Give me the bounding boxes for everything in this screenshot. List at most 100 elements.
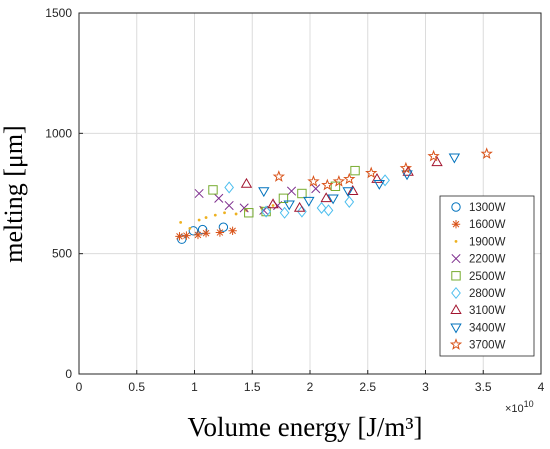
data-point xyxy=(228,226,237,236)
data-point xyxy=(332,174,346,187)
series-1600W xyxy=(175,226,237,241)
data-point xyxy=(344,195,355,208)
series-2200W xyxy=(194,184,321,215)
data-point xyxy=(320,192,332,203)
data-point xyxy=(272,170,285,182)
data-point xyxy=(267,198,279,209)
data-point xyxy=(293,201,306,212)
data-point xyxy=(316,201,327,214)
x-tick-label: 3.5 xyxy=(475,380,492,394)
data-point xyxy=(297,205,307,218)
data-point xyxy=(179,220,183,224)
legend-marker xyxy=(451,271,461,281)
legend-label: 3700W xyxy=(469,340,506,352)
data-point xyxy=(261,205,271,218)
data-point xyxy=(283,200,295,211)
data-point xyxy=(214,193,224,203)
y-tick-label: 500 xyxy=(52,247,72,261)
data-point xyxy=(194,188,204,199)
data-point xyxy=(311,184,321,194)
legend-marker xyxy=(451,220,461,229)
legend-marker xyxy=(450,304,462,315)
data-point xyxy=(448,153,461,164)
series-2800W xyxy=(224,174,390,219)
data-point xyxy=(279,206,290,219)
legend-marker xyxy=(451,286,461,300)
legend-marker xyxy=(451,254,461,264)
data-point xyxy=(480,147,493,160)
data-point xyxy=(234,212,238,216)
data-point xyxy=(278,193,289,204)
y-tick-label: 1500 xyxy=(45,6,72,20)
data-point xyxy=(218,222,229,232)
data-point xyxy=(208,185,218,195)
legend-marker xyxy=(451,202,461,212)
data-point xyxy=(197,218,201,222)
x-tick-label: 2.5 xyxy=(359,380,376,394)
data-point xyxy=(244,208,254,218)
x-axis-label: Volume energy [J/m³] xyxy=(187,412,422,442)
data-point xyxy=(258,187,270,198)
data-point xyxy=(224,200,234,211)
x-tick-label: 1.5 xyxy=(244,380,261,394)
data-point xyxy=(297,188,307,199)
data-point xyxy=(175,232,184,241)
y-tick-label: 0 xyxy=(65,367,72,381)
x-tick-label: 2 xyxy=(307,380,314,394)
x-tick-label: 0.5 xyxy=(128,380,145,394)
data-point xyxy=(431,156,443,167)
data-point xyxy=(224,181,234,194)
data-point xyxy=(303,196,315,207)
legend-label: 2500W xyxy=(469,271,506,283)
data-point xyxy=(323,204,334,217)
legend-label: 1600W xyxy=(469,219,506,231)
data-point xyxy=(327,194,339,205)
x-axis-exponent: ×1010 xyxy=(505,399,534,415)
x-tick-label: 3 xyxy=(422,380,429,394)
x-axis-exponent-power: 10 xyxy=(524,399,534,409)
y-axis-label: melting [μm] xyxy=(0,125,28,262)
data-point xyxy=(343,172,356,185)
data-point xyxy=(427,149,440,162)
data-point xyxy=(347,185,359,195)
data-point xyxy=(330,181,341,191)
data-point xyxy=(286,186,297,196)
data-point xyxy=(350,165,360,176)
data-point xyxy=(307,174,320,187)
series-3700W xyxy=(272,147,493,191)
data-point xyxy=(321,178,334,191)
legend-label: 3400W xyxy=(469,322,506,334)
legend-label: 1300W xyxy=(469,202,506,214)
data-point xyxy=(215,228,225,237)
legend: 1300W 1600W 1900W 2200W 2500W 2800W 3100W 3400W… xyxy=(439,195,535,357)
x-tick-label: 4 xyxy=(538,380,545,394)
data-point xyxy=(213,213,217,217)
data-point xyxy=(239,203,249,213)
data-point xyxy=(365,166,378,179)
plot-frame xyxy=(78,12,542,375)
x-axis-exponent-base: ×10 xyxy=(505,403,524,415)
legend-marker xyxy=(454,240,458,243)
data-point xyxy=(201,229,211,238)
data-point xyxy=(182,231,191,240)
x-tick-label: 0 xyxy=(76,380,83,394)
legend-label: 2800W xyxy=(469,288,506,300)
legend-marker xyxy=(450,323,462,334)
data-point xyxy=(342,187,354,198)
series-3400W xyxy=(258,153,461,211)
data-point xyxy=(188,226,192,230)
data-point xyxy=(197,224,208,235)
data-point xyxy=(399,161,413,174)
legend-marker xyxy=(449,338,463,350)
data-point xyxy=(223,211,226,215)
x-tick-label: 1 xyxy=(191,380,198,394)
legend-label: 2200W xyxy=(469,254,506,266)
data-points xyxy=(175,147,493,244)
data-point xyxy=(271,204,275,207)
data-point xyxy=(204,216,208,219)
data-point xyxy=(373,180,385,190)
legend-label: 3100W xyxy=(469,305,506,317)
legend-label: 1900W xyxy=(469,236,506,248)
data-point xyxy=(240,177,253,188)
